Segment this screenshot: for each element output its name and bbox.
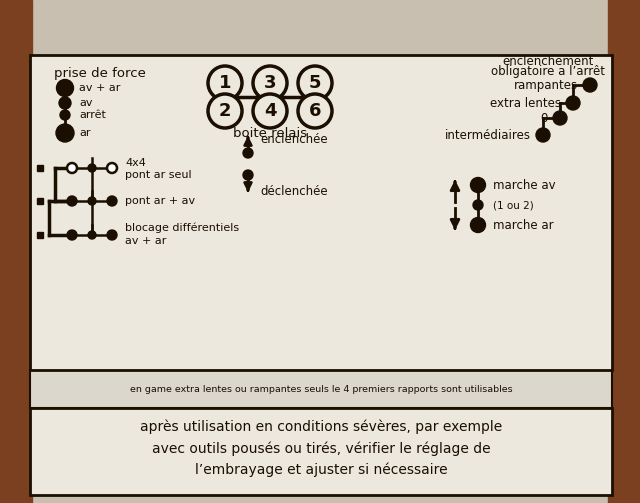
- Circle shape: [88, 164, 96, 172]
- Circle shape: [253, 94, 287, 128]
- Text: boite relais: boite relais: [233, 126, 307, 139]
- Text: déclenchée: déclenchée: [260, 185, 328, 198]
- Text: obligatoire a l’arrêt: obligatoire a l’arrêt: [491, 64, 605, 77]
- Text: 6: 6: [308, 102, 321, 120]
- Text: 3: 3: [264, 74, 276, 92]
- Text: marche av: marche av: [493, 179, 556, 192]
- Bar: [30, 408, 612, 495]
- Circle shape: [208, 66, 242, 100]
- Text: blocage différentiels: blocage différentiels: [125, 223, 239, 233]
- Text: av: av: [79, 98, 93, 108]
- Text: 4: 4: [264, 102, 276, 120]
- Circle shape: [536, 128, 550, 142]
- Circle shape: [88, 197, 96, 205]
- Circle shape: [56, 79, 74, 97]
- Text: 2: 2: [219, 102, 231, 120]
- Circle shape: [243, 148, 253, 158]
- Circle shape: [470, 217, 486, 232]
- Bar: [30, 370, 612, 408]
- Circle shape: [470, 178, 486, 193]
- Text: ar: ar: [79, 128, 90, 138]
- Circle shape: [553, 111, 567, 125]
- Bar: [37, 198, 43, 204]
- Text: rampantes: rampantes: [514, 78, 578, 92]
- Text: enclenchement: enclenchement: [502, 54, 594, 67]
- Bar: [37, 232, 43, 238]
- Bar: [608, 0, 640, 503]
- Bar: [0, 0, 32, 503]
- Text: av + ar: av + ar: [79, 83, 120, 93]
- Circle shape: [67, 230, 77, 240]
- Text: extra lentes: extra lentes: [490, 97, 561, 110]
- Circle shape: [566, 96, 580, 110]
- Text: (1 ou 2): (1 ou 2): [493, 200, 534, 210]
- Text: 4x4: 4x4: [125, 158, 146, 168]
- Text: enclenchée: enclenchée: [260, 132, 328, 145]
- Circle shape: [107, 230, 117, 240]
- Text: arrêt: arrêt: [79, 110, 106, 120]
- Text: av + ar: av + ar: [125, 236, 166, 246]
- Text: pont ar + av: pont ar + av: [125, 196, 195, 206]
- Circle shape: [59, 97, 71, 109]
- Circle shape: [67, 196, 77, 206]
- Text: 5: 5: [308, 74, 321, 92]
- Circle shape: [266, 93, 275, 102]
- Circle shape: [253, 66, 287, 100]
- Circle shape: [208, 94, 242, 128]
- Circle shape: [67, 163, 77, 173]
- Text: marche ar: marche ar: [493, 218, 554, 231]
- Circle shape: [298, 66, 332, 100]
- Bar: [37, 165, 43, 171]
- Circle shape: [473, 200, 483, 210]
- Circle shape: [60, 110, 70, 120]
- Circle shape: [56, 124, 74, 142]
- Circle shape: [107, 163, 117, 173]
- Circle shape: [107, 196, 117, 206]
- Text: 0: 0: [541, 112, 548, 125]
- Circle shape: [243, 170, 253, 180]
- Text: prise de force: prise de force: [54, 66, 146, 79]
- Text: intermédiaires: intermédiaires: [445, 128, 531, 141]
- Text: pont ar seul: pont ar seul: [125, 170, 191, 180]
- Text: 1: 1: [219, 74, 231, 92]
- Circle shape: [583, 78, 597, 92]
- Text: après utilisation en conditions sévères, par exemple
avec outils pousés ou tirés: après utilisation en conditions sévères,…: [140, 420, 502, 477]
- Circle shape: [88, 231, 96, 239]
- Circle shape: [298, 94, 332, 128]
- Text: en game extra lentes ou rampantes seuls le 4 premiers rapports sont utilisables: en game extra lentes ou rampantes seuls …: [130, 384, 512, 393]
- Bar: [30, 55, 612, 370]
